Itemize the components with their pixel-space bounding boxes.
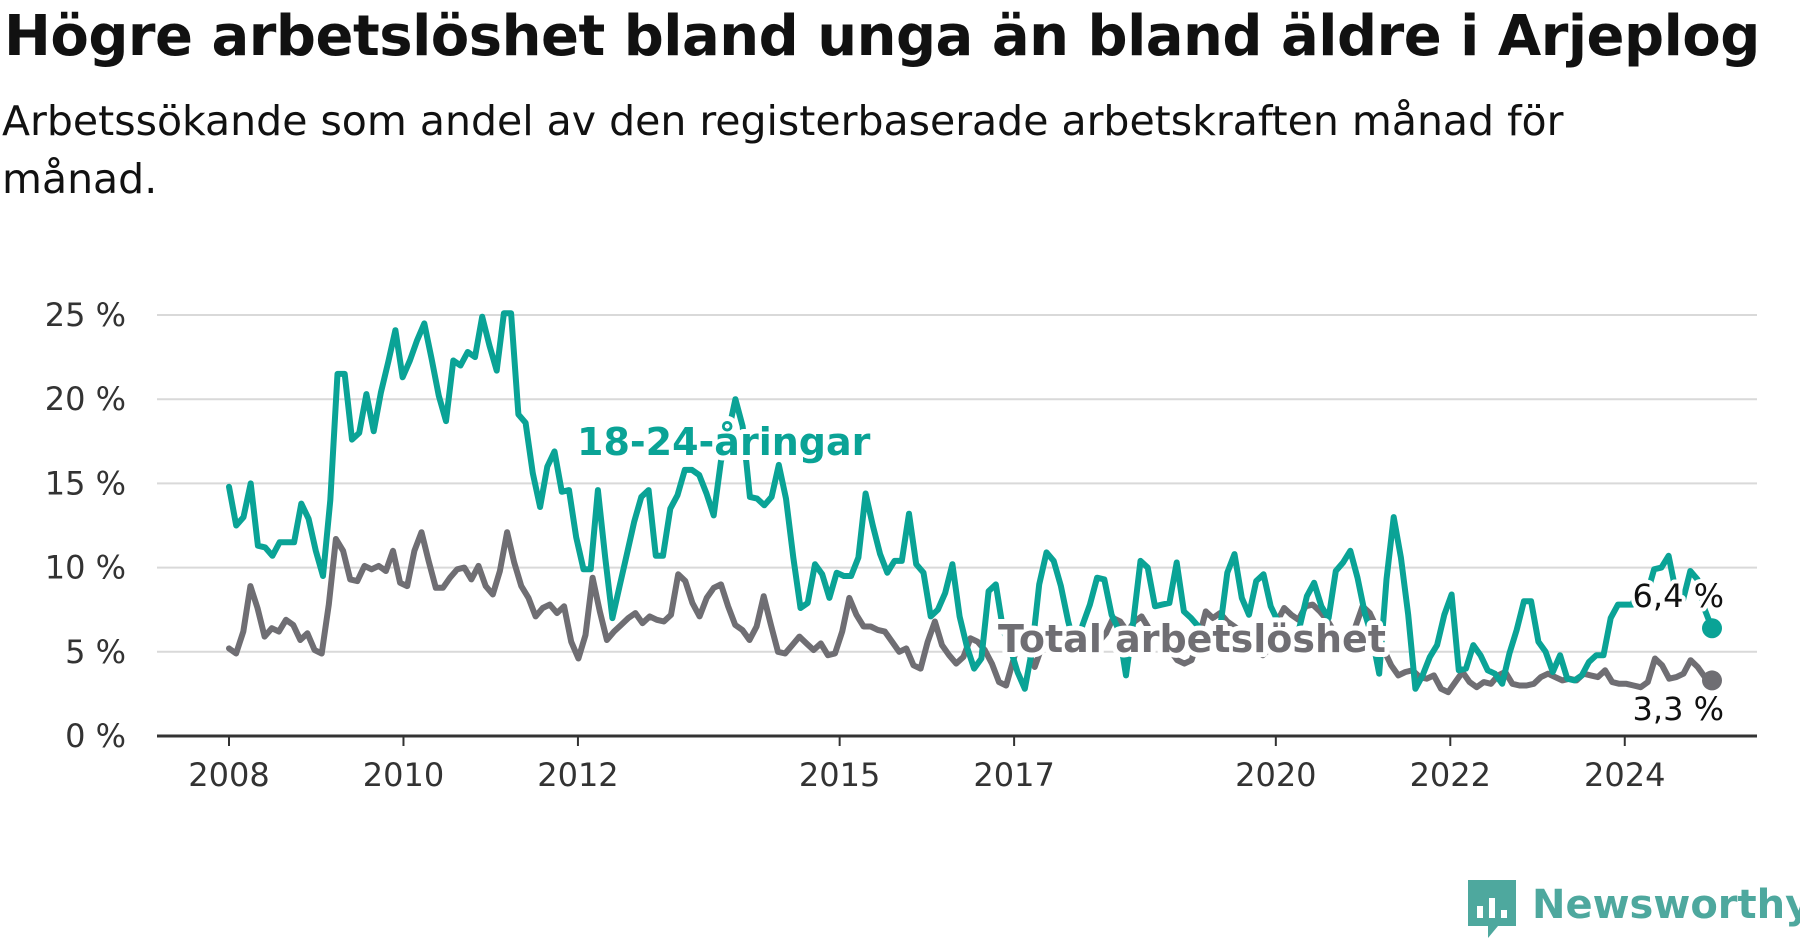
series-line-total <box>226 529 1715 696</box>
newsworthy-logo: Newsworthy <box>1464 876 1800 948</box>
chart-subtitle: Arbetssökande som andel av den registerb… <box>2 97 1564 203</box>
y-tick-label: 0 % <box>65 717 126 755</box>
y-tick-label: 10 % <box>45 549 126 587</box>
y-tick-label: 20 % <box>45 380 126 418</box>
grid-lines <box>157 314 1757 738</box>
series-name-label: Total arbetslöshet <box>998 617 1386 661</box>
chart-title: Högre arbetslöshet bland unga än bland ä… <box>4 4 1760 69</box>
x-tick-label: 2022 <box>1410 756 1491 794</box>
series-labels: 18-24-åringar Total arbetslöshet 6,4 % 3,3 … <box>572 415 1728 732</box>
series-name-label: 18-24-åringar <box>577 420 871 464</box>
x-tick-label: 2012 <box>537 756 618 794</box>
x-tick-label: 2015 <box>799 756 880 794</box>
y-tick-label: 15 % <box>45 464 126 502</box>
x-tick-label: 2024 <box>1584 756 1665 794</box>
y-tick-label: 5 % <box>65 633 126 671</box>
y-axis-tick-labels: 0 % 5 % 10 % 15 % 20 % 25 % <box>45 296 126 755</box>
series-end-value-label: 3,3 % <box>1633 690 1724 728</box>
series-line-youth <box>226 310 1715 692</box>
x-tick-label: 2020 <box>1235 756 1316 794</box>
series-lines <box>226 310 1722 696</box>
x-tick-label: 2017 <box>973 756 1054 794</box>
newsworthy-chart-bubble-icon <box>1468 880 1516 938</box>
x-tick-label: 2010 <box>363 756 444 794</box>
series-end-value-label: 6,4 % <box>1633 577 1724 615</box>
logo-text: Newsworthy <box>1532 882 1800 928</box>
x-tick-label: 2008 <box>188 756 269 794</box>
series-end-point <box>1702 618 1722 639</box>
y-tick-label: 25 % <box>45 296 126 334</box>
x-axis-ticks: 2008 2010 2012 2015 2017 2020 2022 2024 <box>188 736 1665 794</box>
series-end-point <box>1702 670 1722 691</box>
